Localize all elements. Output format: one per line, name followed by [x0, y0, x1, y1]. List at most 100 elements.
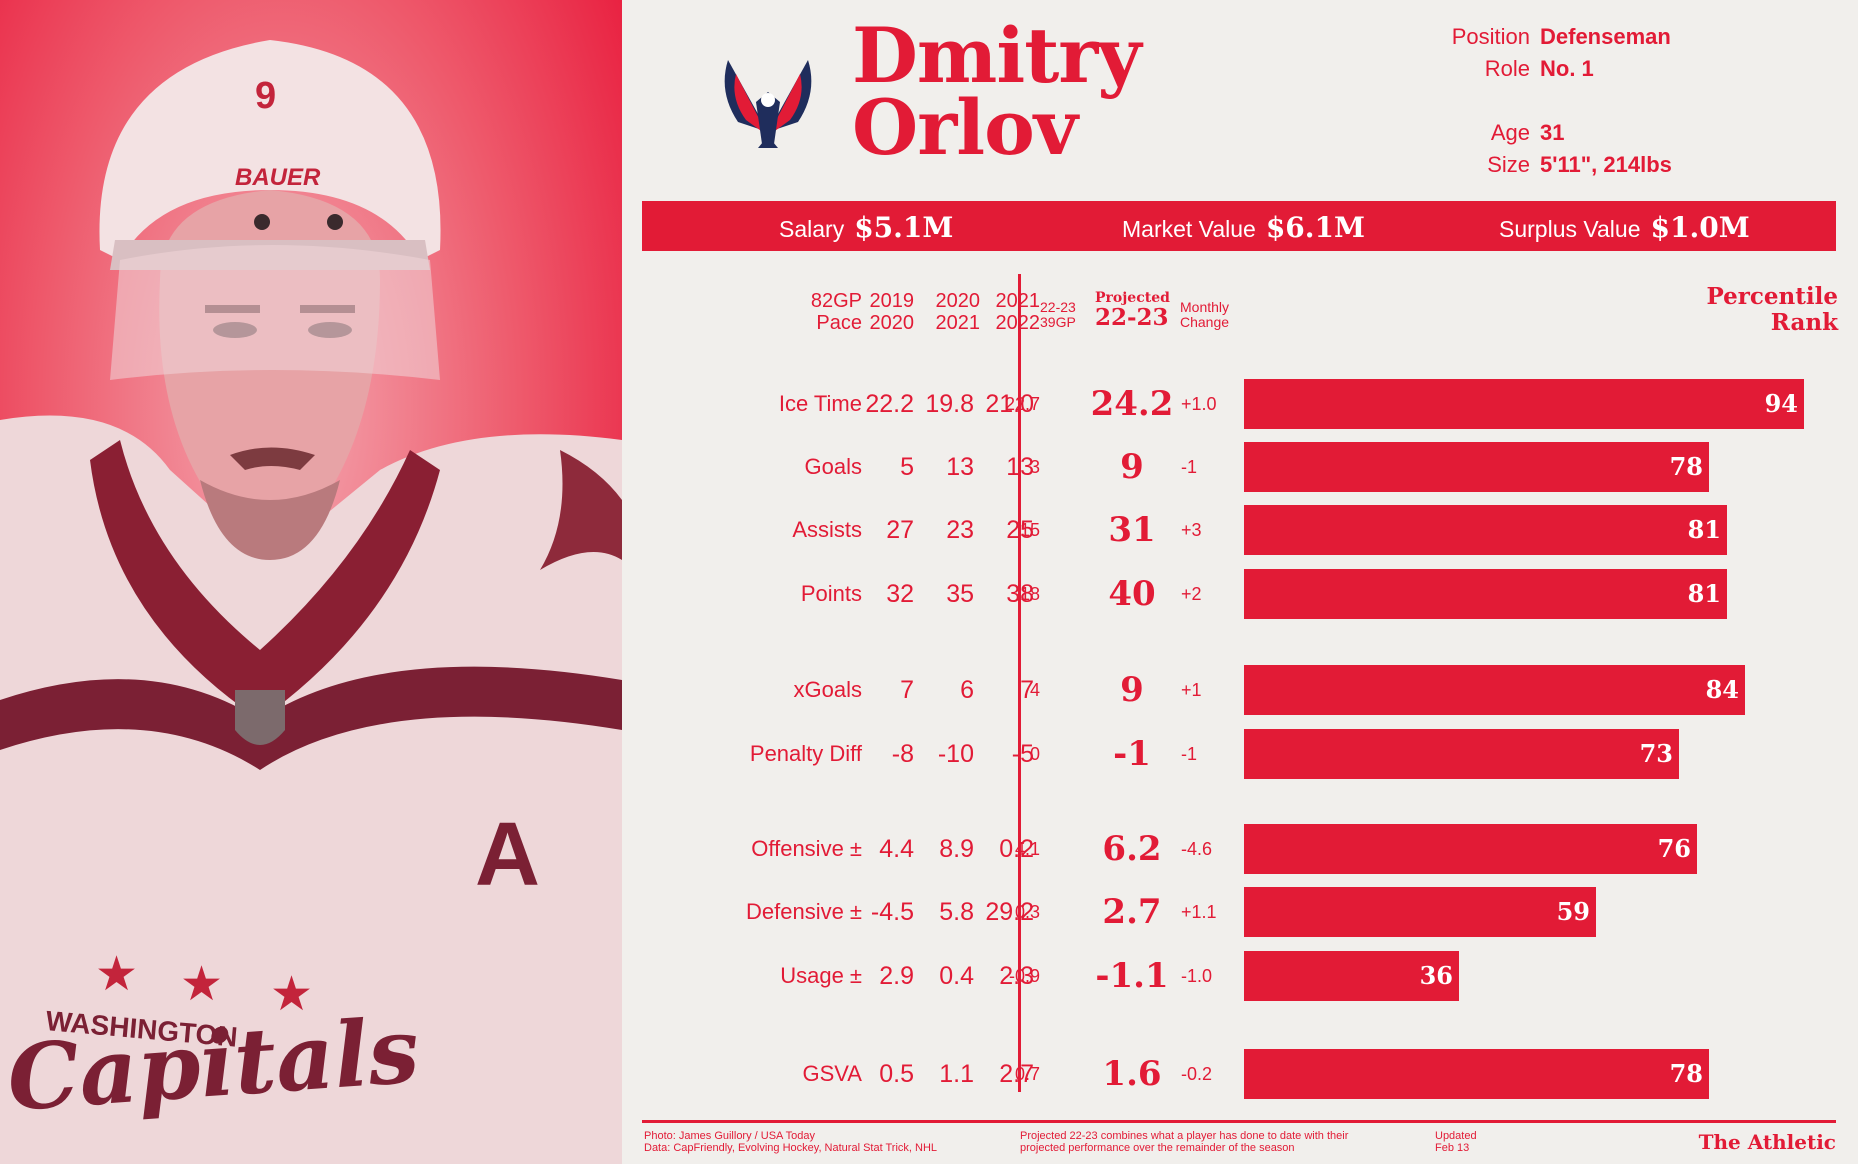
percentile-bar — [1244, 505, 1727, 555]
table-row: Usage ± 2.9 0.4 2.3 -0.9 -1.1 -1.0 36 — [622, 951, 1858, 1001]
percentile-bar-label: 94 — [1764, 389, 1798, 418]
percentile-bar — [1244, 379, 1804, 429]
helmet-number: 9 — [255, 75, 276, 117]
season-2020-2021-value: 23 — [946, 516, 974, 544]
season-2021-2022-value: 38 — [1006, 580, 1034, 608]
updated-label: Updated — [1435, 1130, 1477, 1142]
season-2020-2021-value: 5.8 — [939, 898, 974, 926]
percentile-bar — [1244, 442, 1709, 492]
data-credit: Data: CapFriendly, Evolving Hockey, Natu… — [644, 1142, 938, 1154]
team-logo-icon — [708, 52, 828, 153]
current-season-value: 22.7 — [1004, 394, 1040, 414]
season-2020-2021-value: 19.8 — [925, 390, 974, 418]
season-2019-2020-value: 2.9 — [879, 962, 914, 990]
season-2021-2022-value: 7 — [1020, 676, 1034, 704]
header-season-2: 2020 2021 — [910, 290, 981, 334]
player-photo: 9 BAUER A ★ ★ ★ WASHINGTON Capitals — [0, 0, 622, 1164]
salary-value: $5.1M — [854, 211, 954, 244]
footer-rule — [642, 1120, 1836, 1123]
surplus-value-value: $1.0M — [1650, 211, 1750, 244]
salary-label: Salary — [779, 216, 845, 242]
season-2020-2021-value: -10 — [937, 740, 974, 768]
header-current-line2: 39GP — [1040, 314, 1076, 330]
bio-role-label: Role — [1484, 56, 1530, 81]
bio-position: Position Defenseman — [1410, 24, 1671, 50]
current-season-value: -0.9 — [1008, 966, 1040, 986]
projected-value: 40 — [1108, 574, 1156, 614]
bio-size-value: 5'11", 214lbs — [1540, 152, 1672, 177]
season-2019-2020-value: 22.2 — [865, 390, 914, 418]
header-season-1-line1: 2019 — [869, 290, 915, 312]
season-2021-2022-value: 29.2 — [985, 898, 1034, 926]
market-value-label: Market Value — [1122, 216, 1256, 242]
header-season-3-line2: 2022 — [970, 312, 1041, 334]
bio-age-value: 31 — [1540, 120, 1565, 145]
percentile-bar-track: 73 — [1244, 729, 1840, 779]
projected-value: 1.6 — [1102, 1054, 1162, 1094]
season-2019-2020-value: 0.5 — [879, 1060, 914, 1088]
header-season-1: 2019 2020 — [844, 290, 915, 334]
percentile-bar — [1244, 729, 1679, 779]
surplus-value-label: Surplus Value — [1499, 216, 1641, 242]
table-row: xGoals 7 6 7 4 9 +1 84 — [622, 665, 1858, 715]
percentile-bar-label: 36 — [1419, 961, 1453, 990]
svg-text:★: ★ — [180, 958, 223, 1011]
header-season-3-line1: 2021 — [970, 290, 1041, 312]
stat-label: Offensive ± — [751, 836, 862, 861]
season-2020-2021-value: 35 — [946, 580, 974, 608]
current-season-value: 0 — [1029, 744, 1040, 764]
bio-size-label: Size — [1487, 152, 1530, 177]
updated-date: Feb 13 — [1435, 1142, 1470, 1154]
projected-value: 9 — [1120, 670, 1144, 710]
header-pace-line1: 82GP — [810, 290, 862, 312]
header-monthly-change: Monthly Change — [1180, 300, 1229, 330]
table-row: Goals 5 13 13 3 9 -1 78 — [622, 442, 1858, 492]
publisher-logo: The Athletic — [1698, 1130, 1836, 1154]
season-2021-2022-value: 0.2 — [999, 835, 1034, 863]
percentile-bar-track: 76 — [1244, 824, 1840, 874]
table-row: Penalty Diff -8 -10 -5 0 -1 -1 73 — [622, 729, 1858, 779]
percentile-bar-label: 78 — [1669, 1059, 1703, 1088]
stat-label: Goals — [804, 454, 862, 479]
header-season-3: 2021 2022 — [970, 290, 1041, 334]
footer-credits: Photo: James Guillory / USA Today Data: … — [644, 1130, 937, 1154]
monthly-change-value: -0.2 — [1181, 1064, 1213, 1084]
salary: Salary $5.1M — [779, 201, 953, 251]
player-first-name: Dmitry — [852, 11, 1141, 100]
helmet-brand: BAUER — [235, 164, 321, 191]
current-season-value: 0.7 — [1014, 1064, 1040, 1084]
header-projected: Projected 22-23 — [1095, 290, 1170, 330]
bio-age: Age 31 — [1410, 120, 1565, 146]
stat-label: Penalty Diff — [749, 741, 862, 766]
header-current-line1: 22-23 — [1040, 299, 1076, 315]
percentile-bar — [1244, 951, 1459, 1001]
percentile-bar — [1244, 887, 1596, 937]
season-2019-2020-value: 32 — [886, 580, 914, 608]
monthly-change-value: -1 — [1181, 744, 1198, 764]
header-season-1-line2: 2020 — [869, 312, 915, 334]
projected-value: 6.2 — [1102, 829, 1162, 869]
footer-updated: Updated Feb 13 — [1435, 1130, 1477, 1154]
percentile-bar-label: 84 — [1705, 675, 1739, 704]
table-row: Defensive ± -4.5 5.8 29.2 0.3 2.7 +1.1 59 — [622, 887, 1858, 937]
stat-label: GSVA — [802, 1061, 862, 1086]
monthly-change-value: -4.6 — [1181, 839, 1213, 859]
player-name: Dmitry Orlov — [852, 11, 1141, 172]
player-last-name: Orlov — [852, 83, 1078, 172]
header-percentile-line1: Percentile — [1706, 283, 1838, 310]
footer-note-line1: Projected 22-23 combines what a player h… — [1020, 1130, 1349, 1142]
monthly-change-value: -1 — [1181, 457, 1198, 477]
percentile-bar-label: 81 — [1687, 579, 1721, 608]
bio-role-value: No. 1 — [1540, 56, 1594, 81]
current-season-value: 4 — [1029, 680, 1040, 700]
header-projected-line1: Projected — [1095, 290, 1170, 306]
percentile-bar-track: 81 — [1244, 569, 1840, 619]
table-row: Offensive ± 4.4 8.9 0.2 4.1 6.2 -4.6 76 — [622, 824, 1858, 874]
stat-label: Points — [800, 581, 862, 606]
percentile-bar-label: 78 — [1669, 452, 1703, 481]
season-2019-2020-value: -4.5 — [870, 898, 914, 926]
monthly-change-value: +3 — [1181, 520, 1202, 540]
season-2019-2020-value: 4.4 — [879, 835, 914, 863]
bio-role: Role No. 1 — [1410, 56, 1594, 82]
surplus-value: Surplus Value $1.0M — [1499, 201, 1750, 251]
